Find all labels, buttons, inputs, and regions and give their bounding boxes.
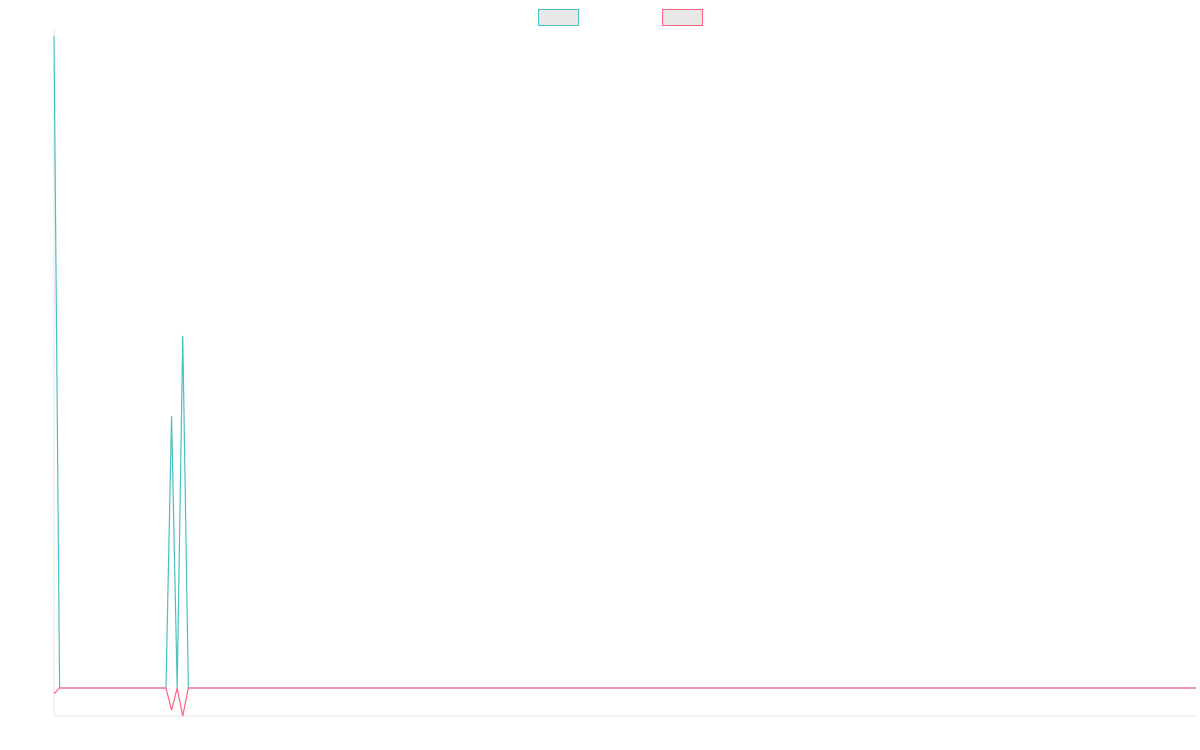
series-line bbox=[53, 687, 1196, 717]
legend-swatch bbox=[662, 9, 703, 26]
legend-swatch bbox=[538, 9, 579, 26]
series-line bbox=[53, 35, 1196, 689]
